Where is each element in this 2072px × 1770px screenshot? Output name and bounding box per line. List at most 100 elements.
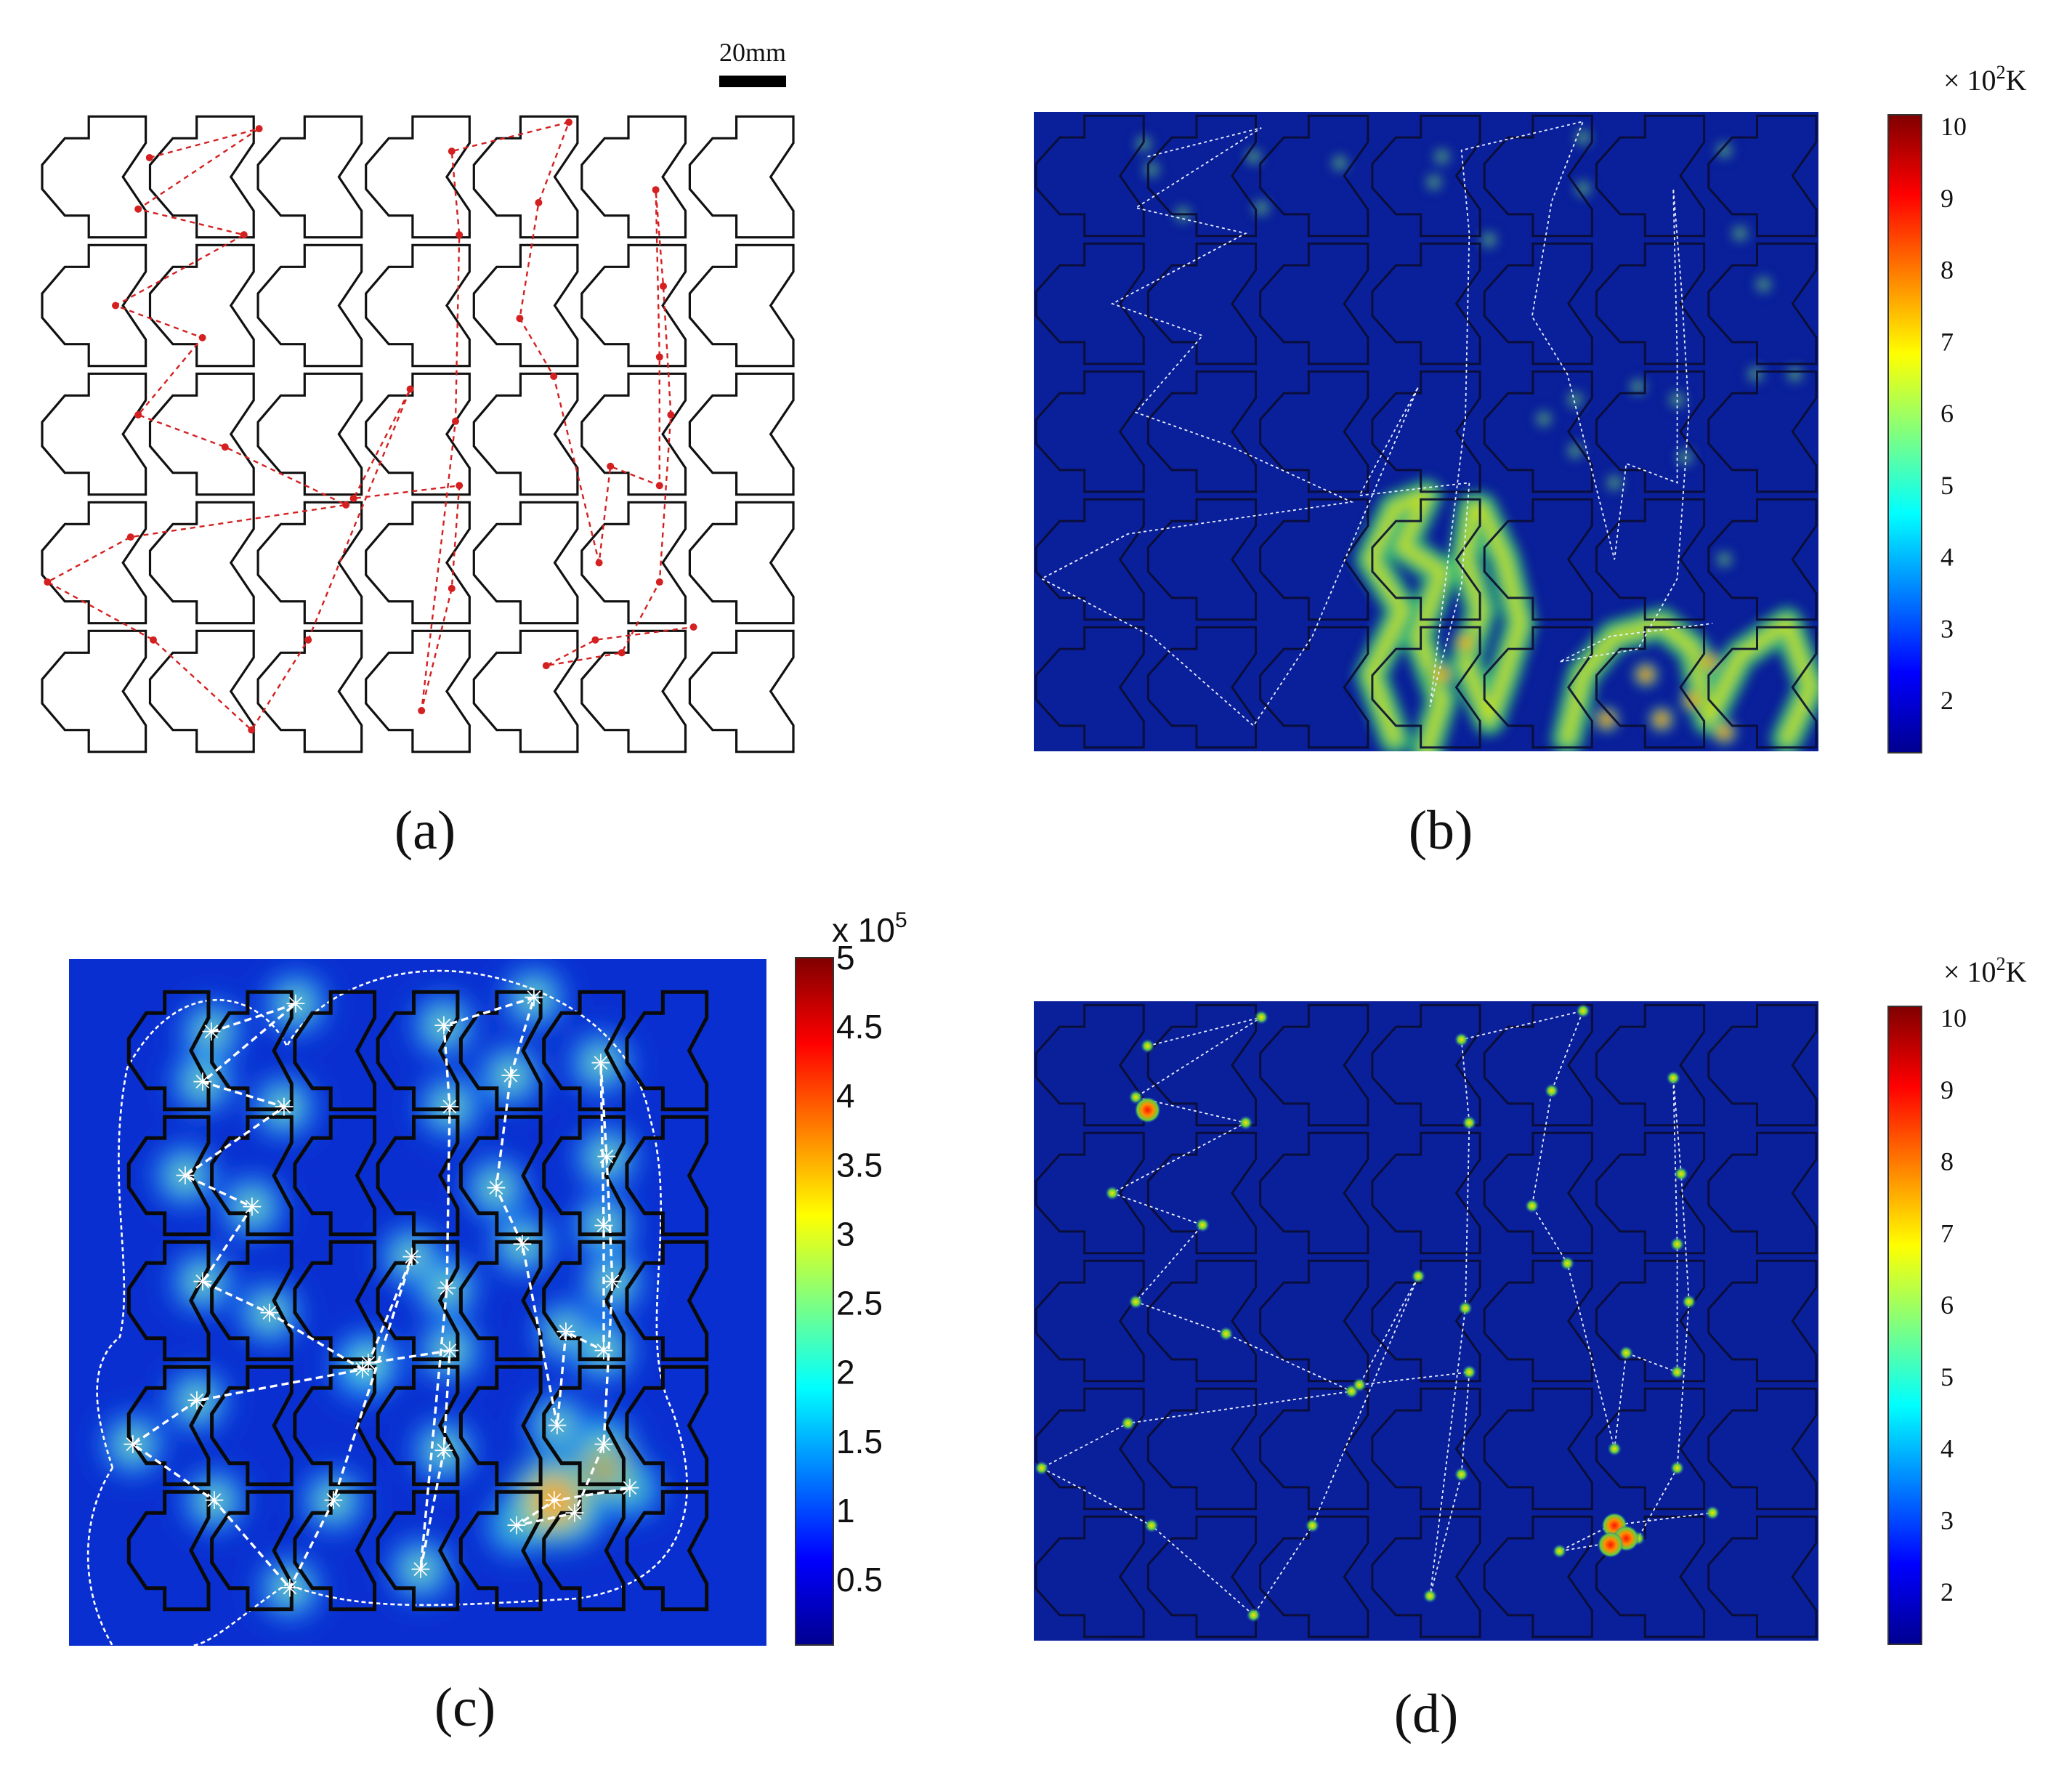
waypoint-star: ✳ (602, 1268, 623, 1297)
tile-outline (256, 629, 363, 753)
tile-outline (148, 115, 255, 239)
heat-spot (1478, 230, 1500, 250)
route-waypoint (150, 636, 157, 644)
route-waypoint (660, 282, 667, 290)
tile-outline (1371, 1259, 1481, 1383)
tile-outline (472, 372, 579, 496)
tile-outline (210, 1240, 294, 1362)
waypoint-star: ✳ (123, 1431, 144, 1460)
tile-outline (1483, 1387, 1593, 1511)
heat-spot (1330, 153, 1351, 174)
tile-grid-a (41, 115, 795, 753)
colorbar-tick-label: 8 (1941, 1147, 1954, 1176)
tile-outline (365, 501, 471, 625)
hot-spot (1134, 1096, 1161, 1123)
route-waypoint (667, 411, 675, 419)
heat-spots-d (1034, 1003, 1720, 1622)
tile-outline (1035, 626, 1145, 749)
waypoint-star: ✳ (201, 1018, 222, 1047)
tile-outline (458, 1490, 543, 1612)
tile-outline (1707, 626, 1818, 749)
colorbar-tick-label: 1.5 (836, 1423, 883, 1460)
colorbar-tick-label: 7 (1941, 1219, 1954, 1248)
scale-bar-label: 20mm (719, 38, 786, 67)
waypoint-star: ✳ (594, 1212, 615, 1241)
heat-spot (1552, 1543, 1567, 1559)
density-blob (254, 961, 338, 1046)
panel-label-d: (d) (1394, 1684, 1459, 1745)
colorbar-tick-label: 1 (836, 1492, 855, 1529)
route-waypoint (240, 231, 248, 239)
tile-outline (580, 501, 687, 625)
hot-spot (1449, 626, 1481, 659)
route-waypoint (406, 385, 414, 393)
tile-outline (1035, 1003, 1145, 1127)
heat-spot (1705, 1506, 1720, 1520)
heat-spot (1454, 1032, 1469, 1047)
tile-outline (1146, 114, 1257, 238)
colorbar-tick-label: 10 (1941, 1003, 1967, 1032)
route-waypoint (652, 186, 660, 194)
tile-outline (1146, 1131, 1257, 1255)
colorbar-tick-label: 4 (836, 1077, 855, 1115)
colorbar-c: x 105 5 4.5 4 3.5 3 2.5 2 1.5 1 0.5 (795, 908, 907, 1646)
hot-spot (1646, 703, 1678, 735)
tile-outline (1707, 498, 1818, 621)
route-waypoint (655, 482, 663, 490)
tile-outline (210, 1115, 294, 1237)
tile-outline (1146, 626, 1257, 749)
tile-outline (1259, 1003, 1369, 1127)
panel-label-b: (b) (1409, 800, 1473, 861)
waypoint-star: ✳ (242, 1193, 263, 1222)
heat-spot (1305, 1518, 1320, 1533)
colorbar-unit: x 105 (832, 908, 907, 949)
tile-outline (1483, 1515, 1593, 1638)
tile-outline (1035, 498, 1145, 621)
colorbar-tick-label: 10 (1941, 112, 1967, 141)
colorbar-ticks: 10 9 8 7 6 5 4 3 2 (1941, 112, 1967, 715)
heat-spot (1524, 1198, 1539, 1213)
colorbar-tick-label: 8 (1941, 256, 1954, 285)
hot-spot (1708, 716, 1741, 748)
tile-outline (148, 372, 255, 496)
heat-spot (1352, 1378, 1367, 1392)
tile-outline (1595, 1003, 1706, 1127)
waypoint-star: ✳ (512, 1231, 533, 1260)
tile-outline (1371, 1003, 1481, 1127)
heat-spot (1431, 146, 1452, 167)
tile-outline (293, 990, 377, 1112)
hot-spot (1597, 1532, 1624, 1558)
heat-spot (1454, 1467, 1469, 1482)
tile-outline (41, 243, 147, 368)
tile-outline (126, 1240, 211, 1362)
heat-spot (1619, 1346, 1634, 1360)
tile-outline (625, 1240, 709, 1362)
waypoint-star: ✳ (323, 1487, 344, 1516)
colorbar-tick-label: 6 (1941, 399, 1954, 428)
route-waypoint (655, 578, 663, 586)
tile-outline (1483, 370, 1593, 493)
heat-spot (1730, 223, 1750, 244)
tile-outline (41, 629, 147, 753)
heat-spot (1714, 140, 1735, 161)
density-blob (143, 1133, 227, 1218)
route-waypoint (452, 417, 459, 425)
tile-outline (256, 501, 363, 625)
tile-outline (1595, 626, 1706, 749)
tile-outline (625, 1490, 709, 1612)
tile-outline (1707, 1259, 1818, 1383)
heat-spot (1458, 1301, 1473, 1316)
heat-spot (1675, 447, 1696, 468)
colorbar-tick-label: 2 (836, 1354, 855, 1391)
route-d (1040, 1009, 1713, 1617)
route-waypoint (342, 501, 350, 509)
waypoint-star: ✳ (280, 1575, 301, 1604)
heat-spot (1681, 1294, 1696, 1309)
scale-bar-rule (719, 76, 786, 87)
tile-outline (1483, 114, 1593, 238)
panel-a: 20mm (a) (41, 38, 795, 861)
colorbar-tick-label: 2.5 (836, 1285, 883, 1322)
heat-spot (1674, 1166, 1688, 1181)
tile-outline (376, 1490, 460, 1612)
